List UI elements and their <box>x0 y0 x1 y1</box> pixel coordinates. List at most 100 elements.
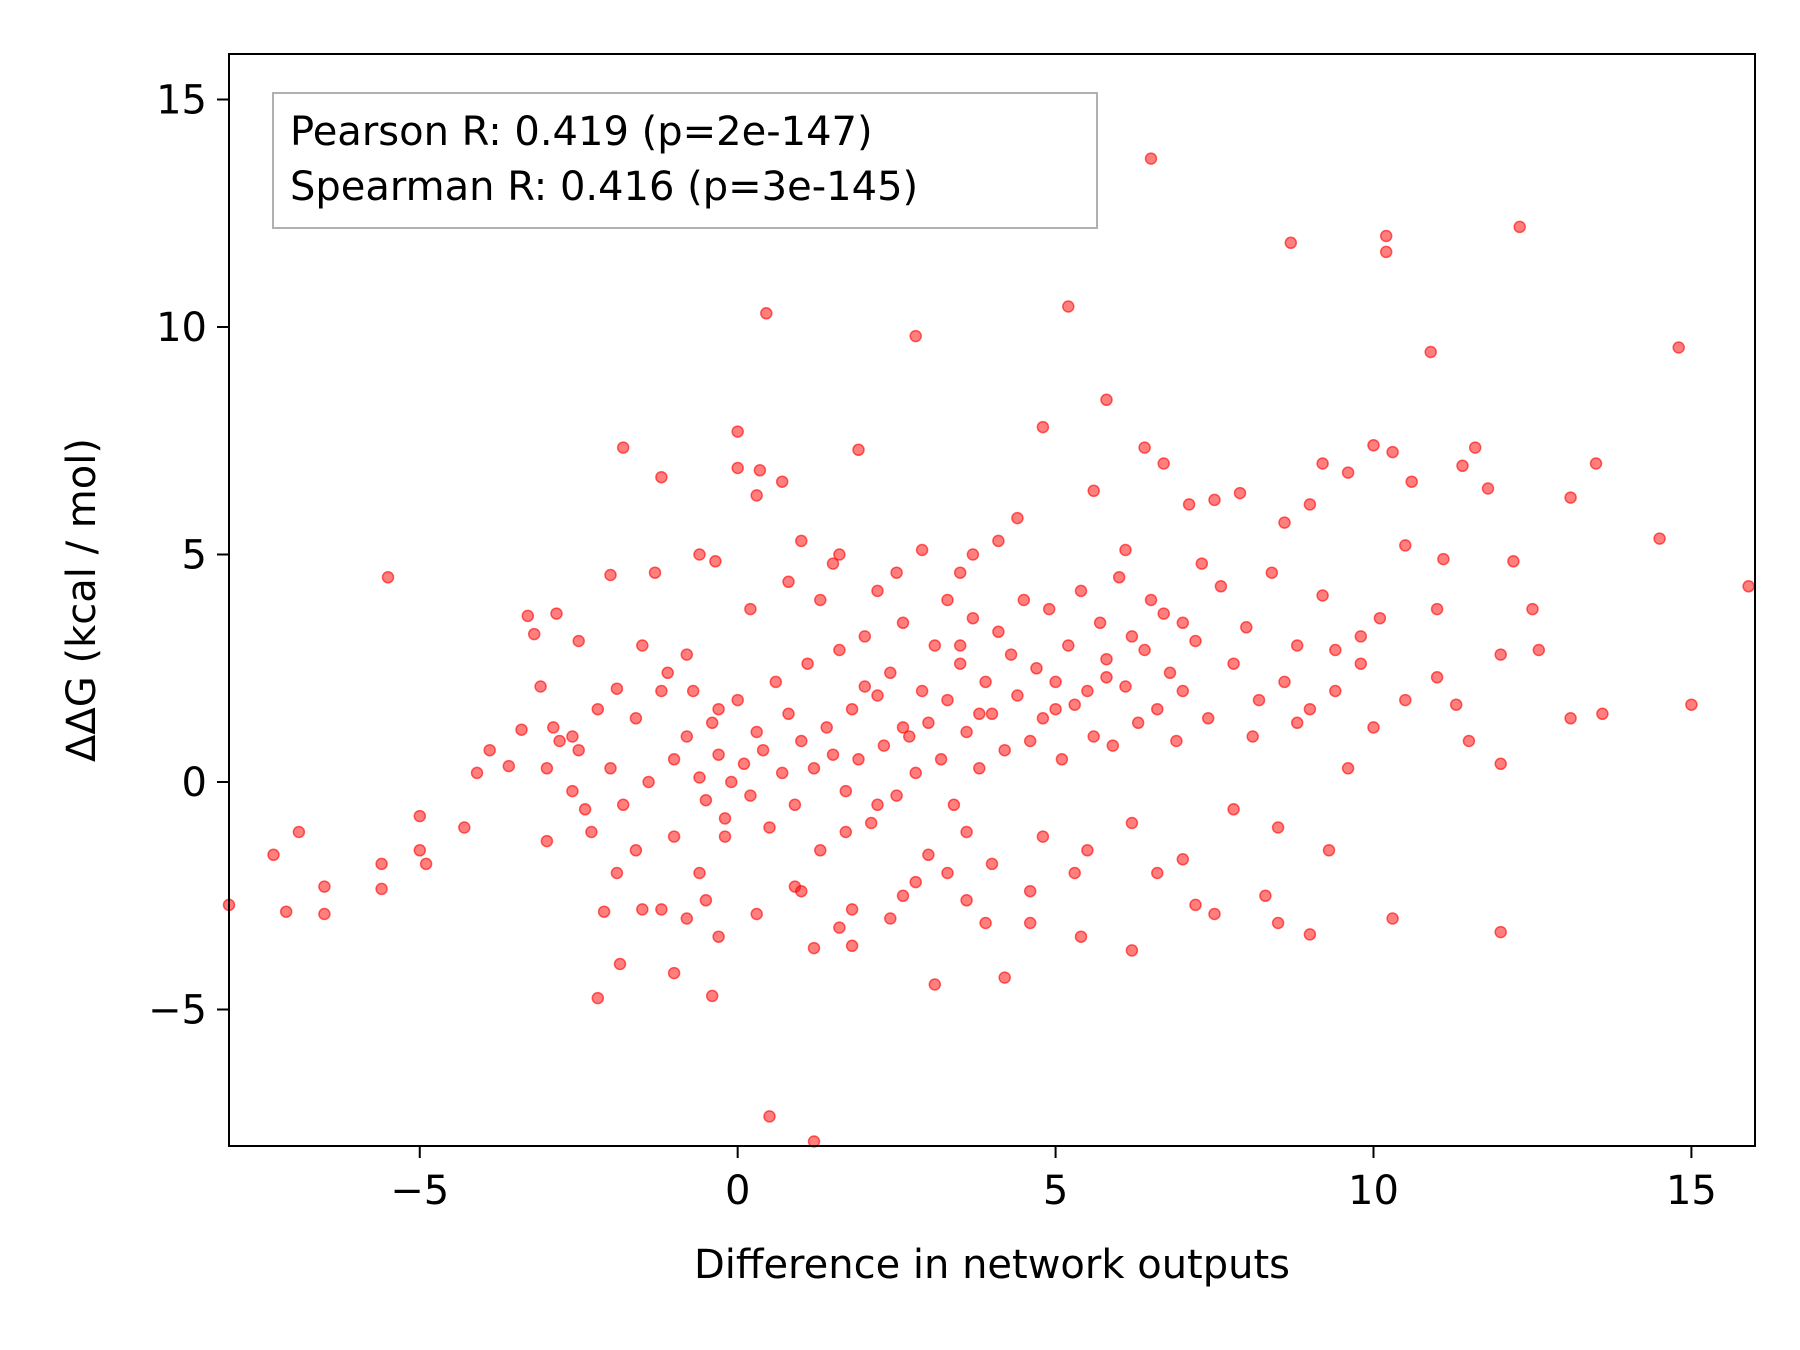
data-point <box>1208 493 1221 507</box>
data-point <box>1151 702 1164 716</box>
data-point <box>604 568 617 582</box>
data-point <box>1322 844 1336 857</box>
data-point <box>795 534 808 548</box>
data-point <box>718 830 732 843</box>
data-point <box>852 443 865 457</box>
data-point <box>1354 630 1368 643</box>
data-point <box>890 566 903 579</box>
data-point <box>534 680 547 693</box>
data-point <box>1004 648 1018 661</box>
data-point <box>744 789 757 802</box>
data-point <box>527 627 541 641</box>
data-point <box>1494 648 1507 661</box>
data-point <box>1379 229 1393 243</box>
data-point <box>547 721 560 734</box>
data-point <box>1354 657 1368 670</box>
data-point <box>540 762 554 775</box>
x-tick-label: 10 <box>1348 1168 1399 1214</box>
data-point <box>610 682 624 695</box>
data-point <box>550 607 563 620</box>
data-point <box>1131 716 1145 730</box>
data-point <box>610 866 624 880</box>
x-tick-label: −5 <box>390 1168 449 1214</box>
data-point <box>1316 589 1329 602</box>
data-point <box>941 693 954 707</box>
data-point <box>744 602 757 616</box>
data-point <box>1208 907 1221 921</box>
data-point <box>814 593 827 607</box>
data-point <box>858 680 872 693</box>
data-point <box>1023 884 1037 898</box>
data-point <box>966 548 980 561</box>
data-point <box>1494 757 1507 771</box>
y-tick-label: 0 <box>182 760 207 806</box>
data-point <box>985 857 999 871</box>
data-point <box>896 721 910 734</box>
data-point <box>1189 898 1202 912</box>
data-point <box>613 957 627 971</box>
data-point <box>1068 866 1081 880</box>
data-point <box>1367 439 1380 452</box>
data-point <box>1074 584 1088 598</box>
data-point <box>1049 702 1062 716</box>
data-point <box>1119 680 1132 693</box>
data-point <box>795 884 808 898</box>
data-point <box>1399 693 1412 707</box>
data-point <box>1011 511 1024 525</box>
data-point <box>845 903 859 916</box>
data-point <box>1507 555 1520 568</box>
data-point <box>1437 552 1450 566</box>
data-point <box>1367 721 1380 734</box>
data-point <box>1195 557 1209 570</box>
data-point <box>1074 930 1088 943</box>
data-point <box>960 894 973 907</box>
data-point <box>1144 152 1158 165</box>
data-point <box>597 905 611 918</box>
data-point <box>1119 543 1132 557</box>
data-point <box>890 789 903 802</box>
data-point <box>502 759 516 773</box>
data-point <box>699 793 713 807</box>
data-point <box>731 693 744 707</box>
data-point <box>1201 712 1215 725</box>
data-point <box>1456 459 1469 473</box>
data-point <box>680 730 694 743</box>
data-point <box>1087 730 1100 743</box>
data-point <box>1303 702 1317 716</box>
data-point <box>566 730 579 743</box>
data-point <box>648 566 662 579</box>
data-point <box>661 666 674 680</box>
data-point <box>1303 498 1317 511</box>
data-point <box>318 907 331 921</box>
data-point <box>419 857 433 871</box>
data-point <box>909 329 922 343</box>
data-point <box>731 425 744 438</box>
data-point <box>1399 539 1412 552</box>
data-point <box>686 684 700 698</box>
data-point <box>814 844 827 857</box>
data-point <box>585 825 598 839</box>
data-point <box>753 464 767 477</box>
data-point <box>636 903 649 916</box>
data-point <box>826 748 840 761</box>
data-point <box>1290 639 1304 652</box>
data-point <box>705 716 719 730</box>
data-point <box>1513 220 1526 234</box>
data-point <box>1062 639 1075 652</box>
data-point <box>922 848 935 862</box>
data-point <box>1106 739 1120 752</box>
data-point <box>1036 712 1050 725</box>
data-point <box>1042 602 1056 616</box>
y-axis-label: ΔΔG (kcal / mol) <box>59 438 105 762</box>
data-point <box>1564 491 1577 504</box>
data-point <box>1011 689 1024 702</box>
data-point <box>1526 602 1539 616</box>
data-point <box>629 712 643 725</box>
data-point <box>871 798 884 812</box>
data-point <box>928 639 942 652</box>
data-point <box>1176 684 1190 698</box>
data-point <box>1176 616 1190 630</box>
data-point <box>1742 580 1755 593</box>
spearman-text: Spearman R: 0.416 (p=3e-145) <box>290 164 918 210</box>
